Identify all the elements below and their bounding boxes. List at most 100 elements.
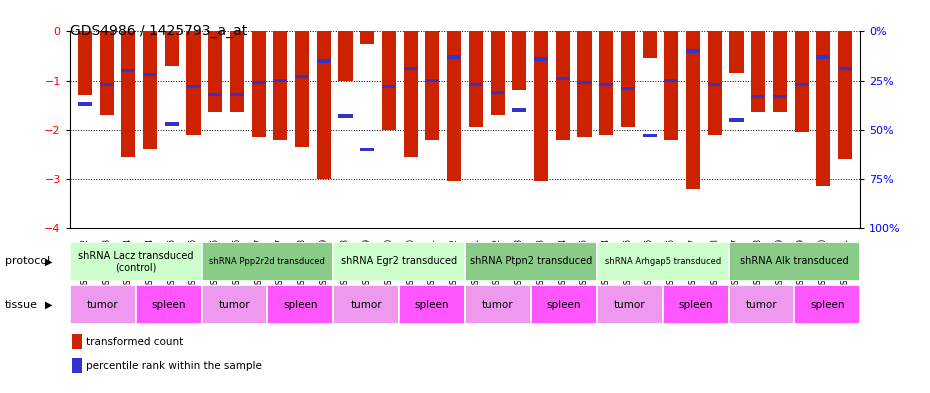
Text: ▶: ▶ xyxy=(45,256,52,266)
Bar xyxy=(404,67,418,70)
Bar xyxy=(360,148,375,151)
Bar xyxy=(512,31,526,90)
Bar xyxy=(773,31,787,112)
Bar xyxy=(100,83,113,86)
Bar xyxy=(295,75,309,78)
Bar xyxy=(621,87,635,90)
Bar xyxy=(555,31,570,140)
Bar xyxy=(404,31,418,157)
Bar xyxy=(100,31,113,115)
Bar xyxy=(643,134,657,137)
Bar xyxy=(662,285,728,324)
Bar xyxy=(728,242,860,281)
Bar xyxy=(202,285,267,324)
Bar xyxy=(578,81,591,84)
Bar xyxy=(70,242,202,281)
Text: spleen: spleen xyxy=(283,299,317,310)
Bar xyxy=(728,285,794,324)
Text: shRNA Ptpn2 transduced: shRNA Ptpn2 transduced xyxy=(470,256,592,266)
Bar xyxy=(339,31,352,81)
Bar xyxy=(838,67,852,70)
Bar xyxy=(425,31,440,140)
Bar xyxy=(252,81,266,84)
Bar xyxy=(664,31,678,140)
Bar xyxy=(773,95,787,98)
Bar xyxy=(202,242,333,281)
Bar xyxy=(72,334,82,349)
Bar xyxy=(490,31,505,115)
Text: transformed count: transformed count xyxy=(86,337,183,347)
Bar xyxy=(794,31,809,132)
Bar xyxy=(295,31,309,147)
Text: spleen: spleen xyxy=(810,299,844,310)
Bar xyxy=(469,31,483,127)
Bar xyxy=(273,31,287,140)
Bar xyxy=(143,73,157,76)
Bar xyxy=(72,358,82,373)
Bar xyxy=(597,242,728,281)
Bar xyxy=(534,57,548,61)
Bar xyxy=(165,122,179,125)
Text: spleen: spleen xyxy=(415,299,449,310)
Bar xyxy=(78,31,92,95)
Bar xyxy=(512,108,526,112)
Text: tissue: tissue xyxy=(5,299,37,310)
Bar xyxy=(531,285,597,324)
Bar xyxy=(230,93,244,96)
Bar xyxy=(794,83,809,86)
Bar xyxy=(447,55,461,59)
Bar xyxy=(555,77,570,80)
Text: tumor: tumor xyxy=(219,299,250,310)
Bar xyxy=(136,285,202,324)
Bar xyxy=(317,59,331,62)
Bar xyxy=(165,31,179,66)
Text: shRNA Egr2 transduced: shRNA Egr2 transduced xyxy=(341,256,458,266)
Bar xyxy=(490,91,505,94)
Text: spleen: spleen xyxy=(152,299,186,310)
Text: shRNA Lacz transduced
(control): shRNA Lacz transduced (control) xyxy=(78,251,193,272)
Bar xyxy=(333,242,465,281)
Bar xyxy=(273,79,287,82)
Text: tumor: tumor xyxy=(482,299,513,310)
Bar xyxy=(339,114,352,118)
Bar xyxy=(208,31,222,112)
Bar xyxy=(794,285,860,324)
Bar xyxy=(360,31,375,44)
Bar xyxy=(621,31,635,127)
Bar xyxy=(382,85,396,88)
Bar xyxy=(599,83,613,86)
Bar xyxy=(817,31,830,186)
Bar xyxy=(578,31,591,137)
Bar xyxy=(70,285,136,324)
Text: tumor: tumor xyxy=(746,299,777,310)
Bar xyxy=(78,103,92,106)
Text: shRNA Arhgap5 transduced: shRNA Arhgap5 transduced xyxy=(604,257,721,266)
Text: shRNA Alk transduced: shRNA Alk transduced xyxy=(740,256,849,266)
Bar xyxy=(208,93,222,96)
Text: protocol: protocol xyxy=(5,256,50,266)
Bar xyxy=(252,31,266,137)
Bar xyxy=(187,31,201,134)
Bar xyxy=(729,31,743,73)
Bar xyxy=(686,50,700,53)
Bar xyxy=(664,79,678,82)
Text: shRNA Ppp2r2d transduced: shRNA Ppp2r2d transduced xyxy=(209,257,326,266)
Bar xyxy=(447,31,461,181)
Bar xyxy=(469,83,483,86)
Bar xyxy=(425,79,440,82)
Bar xyxy=(729,118,743,121)
Bar xyxy=(643,31,657,59)
Bar xyxy=(267,285,333,324)
Bar xyxy=(751,95,765,98)
Bar xyxy=(399,285,465,324)
Bar xyxy=(534,31,548,181)
Text: tumor: tumor xyxy=(86,299,118,310)
Bar xyxy=(333,285,399,324)
Bar xyxy=(230,31,244,112)
Bar xyxy=(708,83,722,86)
Bar xyxy=(121,31,136,157)
Bar xyxy=(708,31,722,134)
Bar xyxy=(382,31,396,130)
Bar xyxy=(751,31,765,112)
Bar xyxy=(143,31,157,149)
